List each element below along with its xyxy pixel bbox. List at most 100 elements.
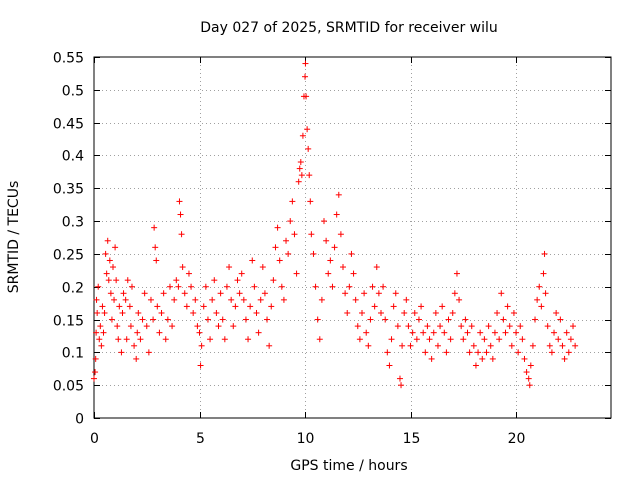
data-point [105,277,112,284]
data-point [190,309,197,316]
data-point [133,355,140,362]
data-point [95,283,102,290]
data-point [570,323,577,330]
data-point [565,349,572,356]
data-point [94,309,101,316]
data-point [253,309,260,316]
data-point [327,257,334,264]
data-point [437,323,444,330]
data-point [314,316,321,323]
data-point [139,316,146,323]
data-point [475,349,482,356]
data-point [403,296,410,303]
data-point [274,224,281,231]
data-point [289,198,296,205]
data-point [323,237,330,244]
data-point [466,349,473,356]
data-point [441,329,448,336]
data-point [369,283,376,290]
data-point [93,296,100,303]
x-tick-label: 15 [403,431,421,447]
data-point [164,316,171,323]
data-point [192,296,199,303]
x-tick-label: 0 [90,431,99,447]
data-point [305,145,312,152]
data-point [270,277,277,284]
data-point [358,309,365,316]
data-point [249,257,256,264]
data-point [513,329,520,336]
data-point [340,264,347,271]
data-point [207,336,214,343]
data-point [112,244,119,251]
data-point [151,224,158,231]
axis-ticks [94,57,611,419]
data-point [295,178,302,185]
data-point [451,290,458,297]
data-point [489,355,496,362]
data-point [365,342,372,349]
chart-title: Day 027 of 2025, SRMTID for receiver wil… [200,20,498,36]
data-point [160,290,167,297]
data-point [126,303,133,310]
data-point [348,250,355,257]
data-point [316,336,323,343]
y-tick-label: 0.4 [62,149,84,165]
data-point [464,329,471,336]
data-point [268,303,275,310]
data-point [251,283,258,290]
data-point [226,264,233,271]
data-point [361,290,368,297]
data-point [447,336,454,343]
data-point [382,316,389,323]
data-point [302,60,309,67]
data-point [485,323,492,330]
data-point [228,296,235,303]
data-point [555,336,562,343]
data-point [135,309,142,316]
data-point [154,303,161,310]
data-point [198,342,205,349]
data-point [264,316,271,323]
data-point [394,323,401,330]
data-point [318,296,325,303]
data-point [303,93,310,100]
y-tick-label: 0.25 [53,248,84,264]
data-point [321,218,328,225]
data-point [399,342,406,349]
data-point [158,309,165,316]
data-point [527,362,534,369]
data-point [494,309,501,316]
plot-frame [93,56,612,419]
data-point [373,264,380,271]
y-tick-labels: 0 0.05 0.1 0.15 0.2 0.25 0.3 0.35 0.4 0.45 0.5 0.55 [53,51,84,428]
data-point [185,270,192,277]
data-point [468,323,475,330]
data-point [508,342,515,349]
data-point [278,283,285,290]
data-point [401,309,408,316]
data-point [115,336,122,343]
grid [94,57,611,418]
data-point [223,283,230,290]
data-point [363,329,370,336]
data-point [420,329,427,336]
x-axis-label: GPS time / hours [290,458,407,474]
data-point [99,303,106,310]
data-point [523,369,530,376]
data-point [413,336,420,343]
data-point [91,375,97,382]
data-point [504,303,511,310]
data-point [519,336,526,343]
data-point [211,277,218,284]
data-point [526,382,533,389]
y-tick-label: 0.3 [62,215,84,231]
data-point [181,290,188,297]
data-point [432,309,439,316]
data-point [572,342,579,349]
data-point [346,283,353,290]
data-point [176,198,183,205]
data-point [296,165,303,172]
data-point [169,323,176,330]
data-point [307,198,314,205]
